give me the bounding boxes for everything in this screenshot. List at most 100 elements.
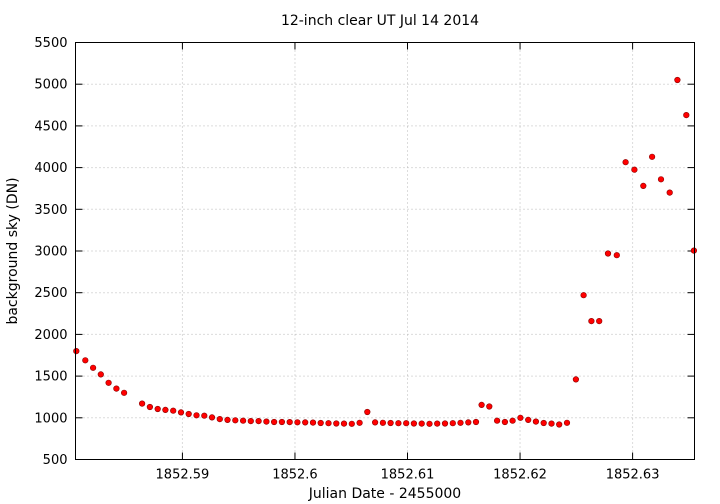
y-tick-label: 1500: [34, 370, 67, 385]
data-point: [410, 420, 418, 427]
data-point: [640, 182, 647, 189]
data-point: [486, 403, 493, 410]
data-point: [403, 420, 410, 427]
x-tick-label: 1852.59: [156, 468, 210, 483]
data-point: [317, 419, 324, 427]
data-point: [666, 189, 673, 196]
data-point: [286, 419, 293, 426]
data-point: [120, 389, 128, 396]
data-point: [263, 418, 270, 425]
data-point: [556, 421, 563, 428]
x-tick-label: 1852.63: [606, 468, 660, 483]
x-axis-label: Julian Date - 2455000: [308, 486, 461, 502]
data-point: [449, 420, 456, 427]
data-point: [105, 379, 112, 386]
y-tick-label: 3500: [34, 203, 67, 218]
data-points: [73, 76, 698, 428]
data-point: [434, 420, 441, 427]
data-point: [113, 385, 120, 392]
data-point: [333, 420, 340, 427]
data-point: [185, 410, 192, 418]
data-point: [325, 420, 332, 427]
data-point: [193, 412, 200, 419]
data-point: [232, 417, 239, 424]
y-tick-label: 5000: [34, 78, 67, 93]
x-axis: 1852.59 1852.6 1852.61 1852.62 1852.63: [156, 42, 660, 483]
data-point: [348, 420, 355, 427]
y-axis: 500 1000 1500 2000 2500 3000 3500 4000 4500 5000 5…: [34, 36, 695, 468]
data-point: [465, 419, 472, 426]
data-point: [457, 419, 464, 426]
y-tick-label: 1000: [34, 411, 67, 426]
data-point: [657, 176, 665, 183]
x-tick-label: 1852.62: [493, 468, 547, 483]
data-point: [294, 419, 301, 426]
data-point: [532, 418, 540, 425]
data-point: [631, 166, 638, 173]
data-point: [208, 414, 216, 421]
data-point: [309, 419, 317, 426]
data-point: [501, 418, 509, 426]
y-tick-label: 3000: [34, 245, 67, 260]
y-tick-label: 4000: [34, 161, 67, 176]
data-point: [525, 416, 532, 424]
data-point: [683, 111, 690, 119]
data-point: [216, 416, 223, 423]
data-point: [340, 420, 348, 427]
data-point: [372, 419, 379, 426]
y-tick-label: 500: [43, 453, 68, 468]
data-point: [201, 412, 208, 419]
data-point: [648, 153, 656, 160]
x-tick-label: 1852.6: [272, 468, 318, 483]
data-point: [509, 417, 516, 424]
data-point: [177, 409, 185, 416]
data-point: [379, 419, 387, 426]
data-point: [596, 318, 603, 325]
data-point: [387, 419, 394, 427]
data-point: [494, 417, 501, 424]
data-point: [395, 420, 402, 427]
data-point: [478, 401, 485, 409]
data-point: [247, 418, 254, 425]
data-point: [604, 250, 612, 257]
data-point: [302, 419, 309, 426]
data-point: [540, 419, 547, 427]
data-point: [441, 420, 449, 427]
data-point: [356, 419, 363, 426]
y-tick-label: 4500: [34, 119, 67, 134]
data-point: [162, 406, 169, 414]
data-point: [139, 400, 146, 407]
data-point: [89, 364, 97, 371]
grid: [75, 42, 695, 460]
x-tick-label: 1852.61: [381, 468, 435, 483]
data-point: [622, 159, 629, 166]
data-point: [271, 418, 278, 426]
data-point: [548, 420, 555, 427]
data-point: [146, 403, 153, 411]
data-point: [517, 414, 524, 421]
data-point: [73, 348, 80, 355]
data-point: [97, 371, 104, 378]
data-point: [563, 419, 571, 426]
data-point: [240, 417, 247, 424]
data-point: [674, 76, 681, 84]
data-point: [472, 418, 480, 426]
data-point: [588, 318, 595, 325]
data-point: [580, 292, 587, 299]
y-tick-label: 5500: [34, 36, 67, 51]
data-point: [613, 252, 620, 259]
data-point: [364, 408, 371, 416]
data-point: [255, 418, 262, 425]
chart-title: 12-inch clear UT Jul 14 2014: [281, 13, 479, 29]
data-point: [170, 407, 177, 414]
y-tick-label: 2500: [34, 286, 67, 301]
y-axis-label: background sky (DN): [5, 177, 21, 324]
data-point: [426, 420, 433, 427]
data-point: [224, 416, 231, 424]
data-point: [572, 376, 580, 383]
data-point: [278, 418, 286, 426]
data-point: [418, 420, 425, 427]
data-point: [690, 247, 698, 254]
y-tick-label: 2000: [34, 328, 67, 343]
